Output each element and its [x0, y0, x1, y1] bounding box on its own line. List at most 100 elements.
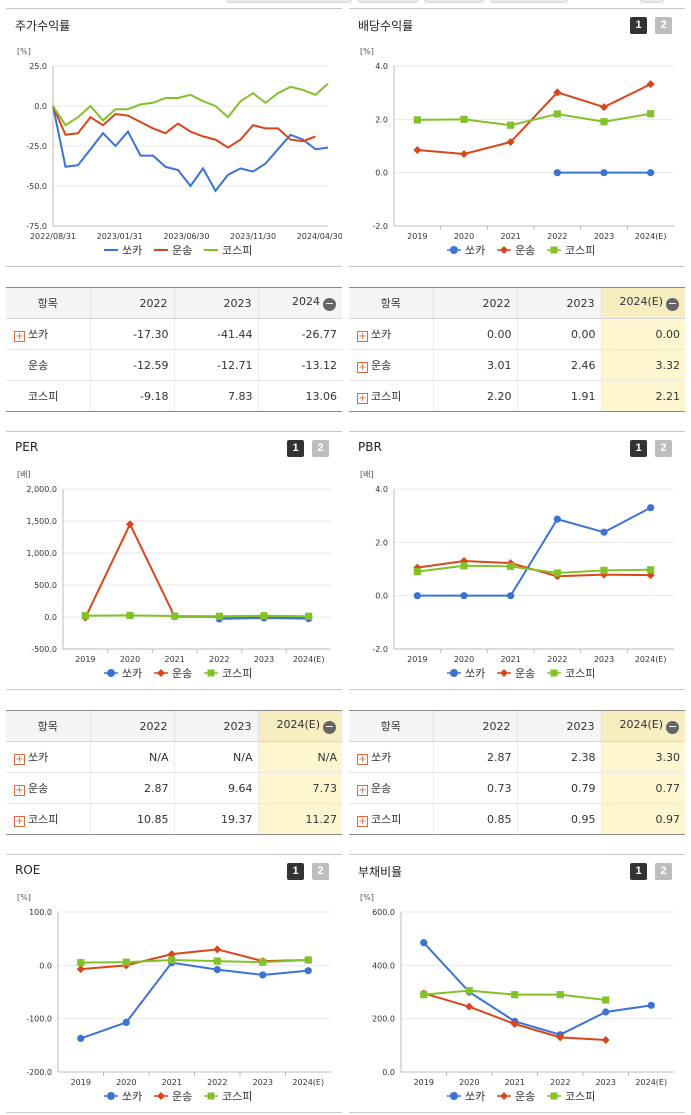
collapse-column-icon[interactable]: − [666, 720, 679, 734]
data-point-socar[interactable] [647, 504, 655, 512]
data-point-kospi[interactable] [304, 956, 312, 964]
data-point-transport[interactable] [126, 520, 134, 529]
expand-row-icon[interactable]: + [357, 331, 368, 342]
collapse-column-icon[interactable]: − [323, 297, 336, 311]
data-point-kospi[interactable] [77, 959, 85, 967]
row-label-cell[interactable]: + 코스피 [349, 803, 433, 835]
page-2-button[interactable]: 2 [655, 863, 672, 880]
row-label-cell[interactable]: + 운송 [349, 349, 433, 381]
data-point-kospi[interactable] [647, 566, 655, 574]
page-1-button[interactable]: 1 [630, 17, 647, 34]
data-point-kospi[interactable] [215, 612, 223, 620]
expand-row-icon[interactable]: + [357, 393, 368, 404]
top-tab[interactable] [490, 0, 568, 3]
data-point-socar[interactable] [413, 592, 421, 600]
data-point-transport[interactable] [601, 1036, 610, 1044]
data-point-kospi[interactable] [460, 115, 468, 123]
collapse-column-icon[interactable]: − [666, 297, 679, 311]
data-point-kospi[interactable] [168, 956, 176, 964]
data-point-kospi[interactable] [420, 991, 428, 999]
data-point-kospi[interactable] [507, 121, 515, 129]
data-point-socar[interactable] [460, 592, 468, 600]
expand-row-icon[interactable]: + [357, 754, 368, 765]
data-point-kospi[interactable] [556, 991, 564, 999]
row-label-cell[interactable]: + 쏘카 [349, 741, 433, 773]
data-point-socar[interactable] [600, 528, 608, 536]
data-point-socar[interactable] [259, 971, 267, 979]
row-label-cell[interactable]: + 쏘카 [6, 741, 90, 773]
data-point-socar[interactable] [213, 966, 221, 974]
data-point-kospi[interactable] [213, 957, 221, 965]
data-point-socar[interactable] [420, 939, 428, 947]
page-2-button[interactable]: 2 [655, 17, 672, 34]
page-2-button[interactable]: 2 [312, 863, 329, 880]
top-tab[interactable] [640, 0, 664, 3]
data-point-transport[interactable] [413, 146, 422, 154]
data-point-transport[interactable] [553, 88, 562, 97]
data-point-kospi[interactable] [460, 562, 468, 570]
expand-row-icon[interactable]: + [14, 816, 25, 827]
expand-row-icon[interactable]: + [14, 331, 25, 342]
page-1-button[interactable]: 1 [287, 440, 304, 457]
data-point-socar[interactable] [304, 967, 312, 975]
data-point-transport[interactable] [646, 80, 655, 89]
data-point-socar[interactable] [647, 169, 655, 177]
data-point-transport[interactable] [167, 950, 176, 959]
data-point-transport[interactable] [76, 965, 85, 974]
data-point-socar[interactable] [602, 1008, 610, 1016]
row-label-cell[interactable]: + 코스피 [349, 380, 433, 412]
data-point-kospi[interactable] [81, 612, 89, 620]
data-point-socar[interactable] [647, 1001, 655, 1009]
data-point-transport[interactable] [600, 103, 608, 112]
page-2-button[interactable]: 2 [655, 440, 672, 457]
data-point-kospi[interactable] [600, 566, 608, 574]
data-point-kospi[interactable] [305, 612, 313, 620]
top-tab[interactable] [424, 0, 484, 3]
data-point-kospi[interactable] [413, 116, 421, 124]
data-point-socar[interactable] [600, 169, 608, 177]
data-point-transport[interactable] [506, 138, 515, 146]
data-point-socar[interactable] [77, 1034, 85, 1042]
data-point-transport[interactable] [213, 945, 222, 954]
expand-row-icon[interactable]: + [357, 362, 368, 373]
data-point-socar[interactable] [507, 592, 515, 600]
row-label-cell[interactable]: + 쏘카 [349, 318, 433, 350]
page-1-button[interactable]: 1 [630, 440, 647, 457]
data-point-kospi[interactable] [553, 569, 561, 577]
data-point-kospi[interactable] [413, 568, 421, 576]
collapse-column-icon[interactable]: − [323, 720, 336, 734]
data-point-kospi[interactable] [260, 612, 268, 620]
row-label-cell[interactable]: + 운송 [349, 772, 433, 804]
row-label-cell[interactable]: + 운송 [6, 772, 90, 804]
data-point-transport[interactable] [600, 570, 608, 579]
data-point-kospi[interactable] [647, 110, 655, 118]
expand-row-icon[interactable]: + [357, 816, 368, 827]
data-point-transport[interactable] [556, 1033, 565, 1042]
page-2-button[interactable]: 2 [312, 440, 329, 457]
data-point-kospi[interactable] [465, 987, 473, 995]
page-1-button[interactable]: 1 [287, 863, 304, 880]
expand-row-icon[interactable]: + [14, 785, 25, 796]
data-point-kospi[interactable] [122, 958, 130, 966]
data-point-kospi[interactable] [553, 110, 561, 118]
data-point-kospi[interactable] [259, 958, 267, 966]
data-point-kospi[interactable] [511, 991, 519, 999]
row-label-cell[interactable]: + 코스피 [6, 803, 90, 835]
data-point-kospi[interactable] [507, 562, 515, 570]
expand-row-icon[interactable]: + [357, 785, 368, 796]
data-point-kospi[interactable] [600, 118, 608, 126]
data-point-kospi[interactable] [171, 612, 179, 620]
data-point-kospi[interactable] [602, 996, 610, 1004]
top-tab[interactable] [226, 0, 352, 3]
data-point-socar[interactable] [553, 515, 561, 523]
row-label-cell[interactable]: + 쏘카 [6, 318, 90, 350]
data-point-socar[interactable] [122, 1018, 130, 1026]
data-point-transport[interactable] [510, 1020, 519, 1028]
data-point-transport[interactable] [465, 1002, 474, 1011]
expand-row-icon[interactable]: + [14, 754, 25, 765]
data-point-transport[interactable] [413, 563, 422, 572]
page-1-button[interactable]: 1 [630, 863, 647, 880]
data-point-transport[interactable] [460, 150, 468, 158]
data-point-socar[interactable] [553, 169, 561, 177]
top-tab[interactable] [358, 0, 418, 3]
